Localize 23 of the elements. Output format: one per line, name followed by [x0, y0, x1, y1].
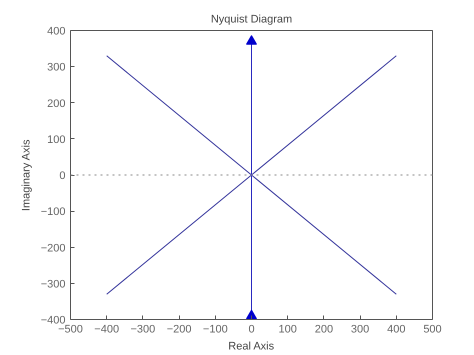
y-tick-label: 0 [59, 170, 66, 182]
x-tick-label: −400 [94, 324, 120, 336]
x-tick-label: 200 [314, 324, 334, 336]
x-tick-label: −100 [202, 324, 228, 336]
y-tick-label: −400 [40, 314, 66, 326]
x-axis-title: Real Axis [228, 340, 275, 352]
y-tick-label: −300 [40, 278, 66, 290]
y-tick-label: 200 [47, 98, 66, 110]
y-axis-title: Imaginary Axis [20, 139, 33, 212]
x-tick-label: 0 [248, 324, 255, 336]
y-tick-label: −200 [40, 242, 66, 254]
x-tick-label: −300 [130, 324, 156, 336]
y-tick-label: 300 [47, 62, 66, 74]
y-tick-label: 100 [47, 134, 66, 146]
x-tick-label: 300 [350, 324, 370, 336]
chart-title: Nyquist Diagram [210, 14, 292, 26]
x-tick-label: 100 [278, 324, 297, 336]
x-tick-label: −200 [166, 324, 192, 336]
x-tick-label: −500 [58, 324, 83, 336]
x-tick-label: 400 [387, 324, 406, 336]
y-tick-label: 400 [47, 26, 66, 38]
x-tick-label: 500 [423, 324, 442, 336]
y-tick-label: −100 [40, 206, 66, 218]
